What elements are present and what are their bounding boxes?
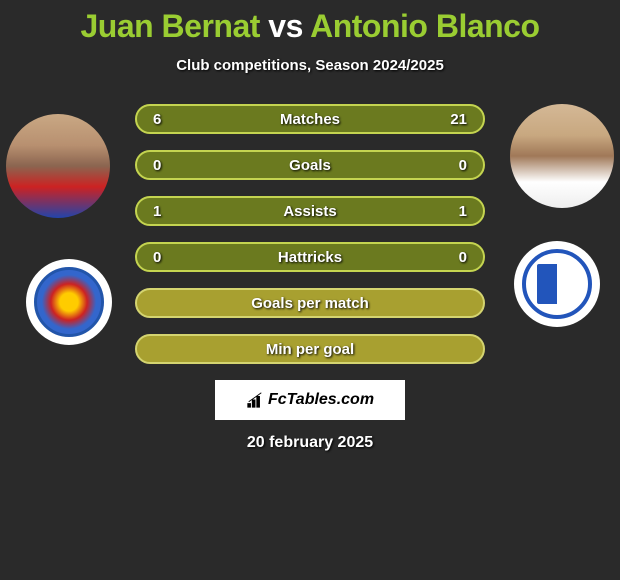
- stat-label: Goals per match: [251, 295, 369, 312]
- header: Juan Bernat vs Antonio Blanco Club compe…: [0, 0, 620, 74]
- stats-table: 6 Matches 21 0 Goals 0 1 Assists 1 0 Hat…: [135, 104, 485, 364]
- stat-label: Matches: [280, 111, 340, 128]
- player2-name: Antonio Blanco: [310, 8, 539, 44]
- player1-photo-inner: [6, 114, 110, 218]
- stat-label: Goals: [289, 157, 331, 174]
- brand-link[interactable]: FcTables.com: [215, 380, 405, 420]
- player2-photo-inner: [510, 104, 614, 208]
- player1-photo: [6, 114, 110, 218]
- stat-left-value: 6: [153, 111, 183, 128]
- player1-name: Juan Bernat: [80, 8, 259, 44]
- stat-right-value: 0: [437, 249, 467, 266]
- stat-row-matches: 6 Matches 21: [135, 104, 485, 134]
- stat-left-value: 0: [153, 157, 183, 174]
- brand-text: FcTables.com: [268, 391, 374, 409]
- stat-label: Assists: [283, 203, 336, 220]
- page-title: Juan Bernat vs Antonio Blanco: [0, 8, 620, 45]
- stat-row-assists: 1 Assists 1: [135, 196, 485, 226]
- stat-row-goals-per-match: Goals per match: [135, 288, 485, 318]
- player2-club-logo: [514, 241, 600, 327]
- stat-label: Hattricks: [278, 249, 342, 266]
- subtitle: Club competitions, Season 2024/2025: [0, 57, 620, 74]
- player1-club-logo: [26, 259, 112, 345]
- chart-icon: [246, 391, 264, 409]
- stat-label: Min per goal: [266, 341, 354, 358]
- stat-left-value: 1: [153, 203, 183, 220]
- stat-left-value: 0: [153, 249, 183, 266]
- player2-photo: [510, 104, 614, 208]
- stat-right-value: 0: [437, 157, 467, 174]
- alaves-logo-icon: [522, 249, 592, 319]
- stat-right-value: 21: [437, 111, 467, 128]
- content-area: 6 Matches 21 0 Goals 0 1 Assists 1 0 Hat…: [0, 104, 620, 452]
- stat-row-hattricks: 0 Hattricks 0: [135, 242, 485, 272]
- stat-row-min-per-goal: Min per goal: [135, 334, 485, 364]
- stat-right-value: 1: [437, 203, 467, 220]
- vs-separator: vs: [268, 8, 303, 44]
- stat-row-goals: 0 Goals 0: [135, 150, 485, 180]
- date-label: 20 february 2025: [10, 434, 610, 452]
- getafe-logo-icon: [34, 267, 104, 337]
